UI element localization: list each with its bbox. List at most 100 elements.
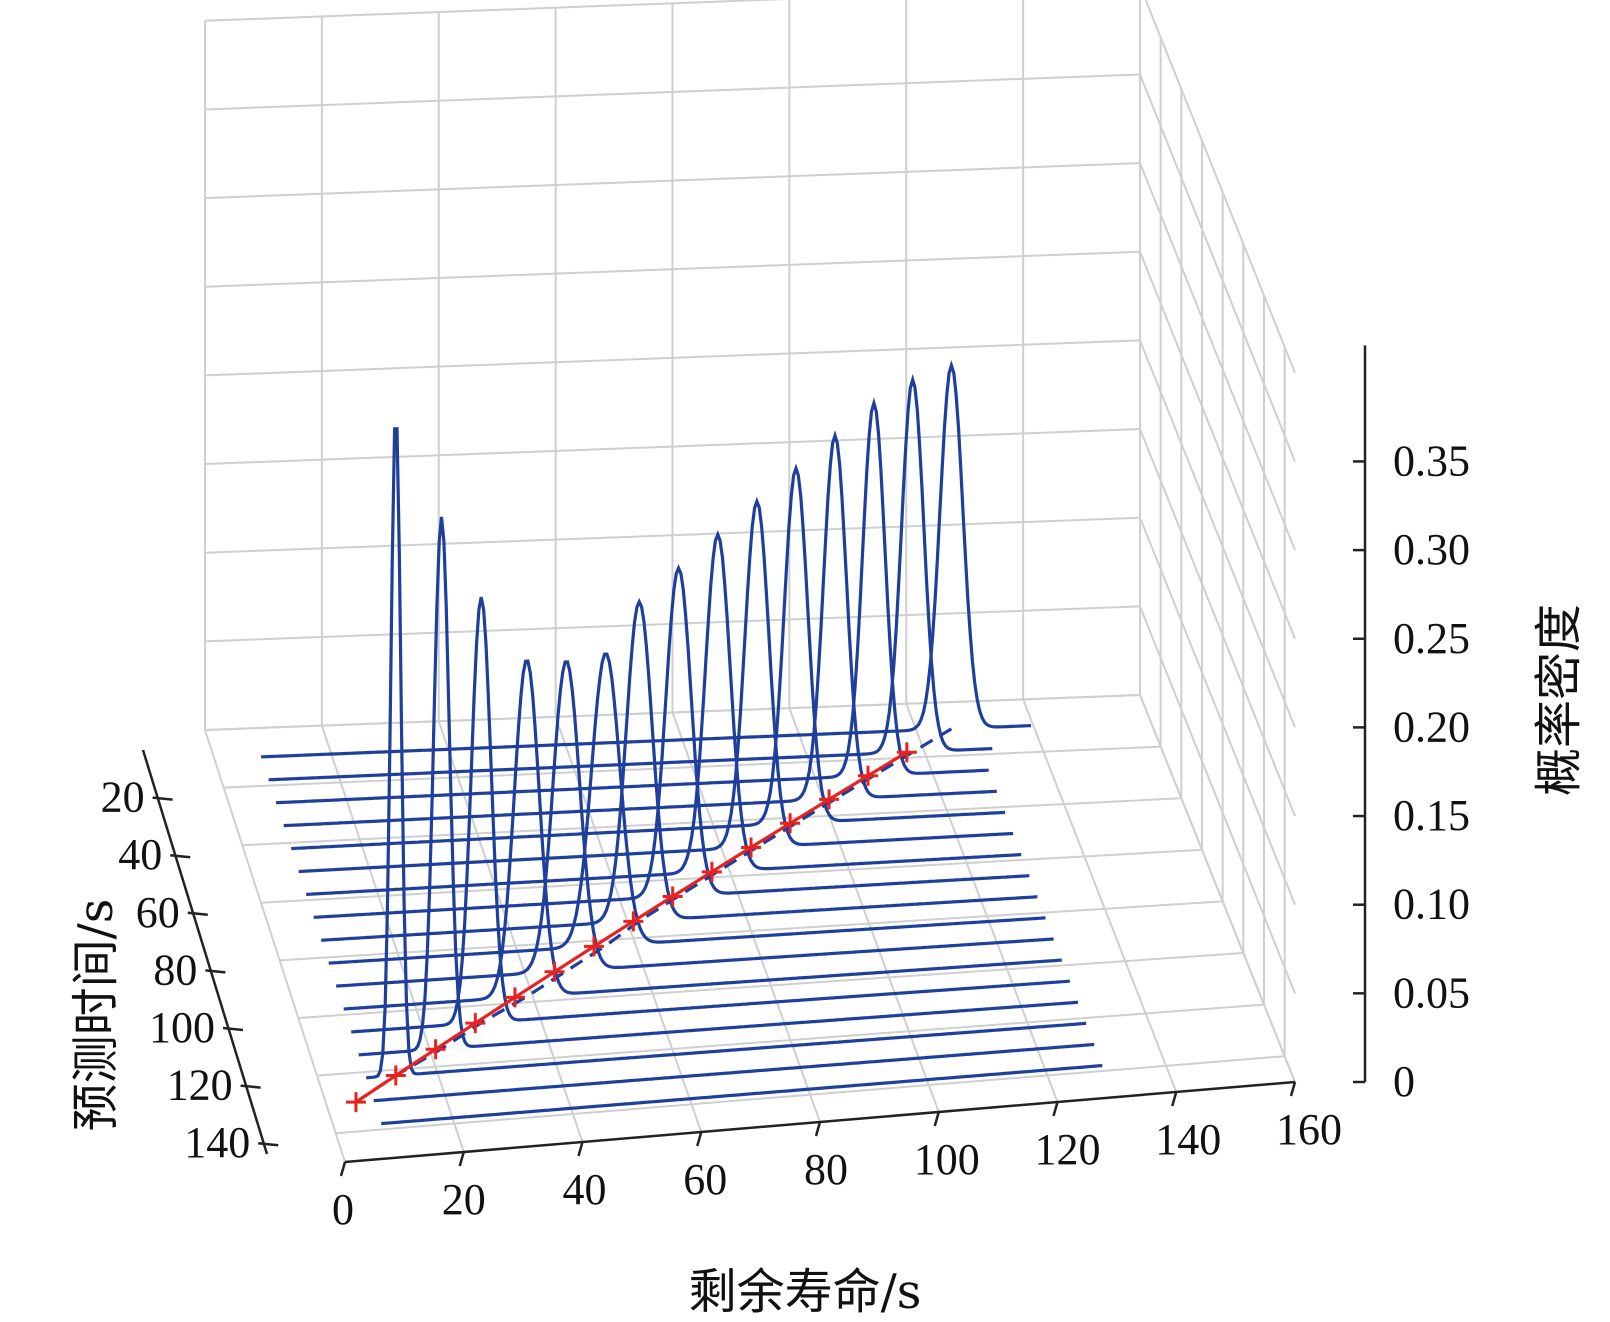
z-tick-label: 0.30	[1393, 525, 1470, 574]
grid-line-floor-y	[316, 1003, 1265, 1077]
actual-rul-marker	[780, 813, 801, 834]
pdf-curve	[276, 397, 989, 805]
grid-line-back-z	[204, 250, 1141, 288]
pdf-curve	[343, 659, 1062, 1011]
y-tick-mark	[170, 853, 191, 859]
y-tick-label: 20	[101, 773, 145, 822]
y-tick-mark	[258, 1141, 279, 1147]
x-tick-label: 140	[1155, 1115, 1221, 1164]
z-tick-label: 0.05	[1393, 968, 1470, 1017]
grid-line-side-z	[1139, 428, 1296, 817]
actual-rul-marker	[858, 765, 879, 786]
grid-line-floor-x	[1022, 699, 1178, 1093]
pdf-curve	[313, 563, 1030, 919]
grid-line-side-z	[1144, 0, 1296, 374]
pdf-curve	[373, 1042, 1095, 1103]
series-layer	[261, 359, 1103, 1126]
tick-layer: 0 20 40 60 80 100 120 140 160 20 40 60 80 100 120 140 0 0…	[101, 436, 1470, 1234]
grid-line-floor-x	[437, 720, 584, 1143]
actual-rul-marker	[662, 886, 683, 907]
actual-rul-marker	[504, 987, 525, 1008]
pdf-curve	[321, 597, 1038, 942]
actual-rul-marker	[623, 911, 644, 932]
z-tick-label: 0.15	[1393, 791, 1470, 840]
actual-rul-marker	[425, 1039, 446, 1060]
x-tick-mark	[339, 1161, 347, 1177]
z-tick-label: 0	[1393, 1057, 1415, 1106]
grid-line-floor-y	[335, 1055, 1285, 1135]
y-tick-label: 120	[167, 1061, 233, 1110]
grid-line-floor-y	[279, 900, 1223, 962]
x-tick-mark	[1052, 1101, 1059, 1117]
x-tick-label: 80	[804, 1145, 848, 1194]
x-tick-label: 60	[683, 1155, 727, 1204]
pdf-curve	[328, 652, 1046, 965]
actual-rul-marker	[701, 861, 722, 882]
grid-line-floor-x	[320, 725, 465, 1153]
grid-line-floor-x	[1139, 694, 1296, 1083]
grid-line-side-z	[1139, 251, 1296, 640]
grid-line-floor-y	[242, 797, 1182, 847]
pdf-curve	[381, 1064, 1103, 1126]
y-axis-title: 预测时间/s	[68, 899, 124, 1132]
actual-rul-marker	[385, 1065, 406, 1086]
actual-rul-marker	[583, 936, 604, 957]
grid-line-floor-y	[298, 952, 1244, 1019]
predicted-rul-line	[355, 727, 953, 1104]
grid-line-side-z	[1139, 162, 1296, 551]
x-tick-mark	[1289, 1081, 1297, 1097]
x-tick-label: 120	[1035, 1125, 1101, 1174]
x-tick-mark	[696, 1131, 703, 1147]
grid-line-back-z	[204, 73, 1141, 111]
grid-line-back-z	[204, 428, 1141, 466]
actual-rul-marker	[465, 1013, 486, 1034]
grid-line-floor-x	[204, 729, 346, 1163]
grid-line-side-z	[1139, 340, 1296, 728]
grid-line-floor-y	[223, 745, 1161, 789]
grid-line-floor-y	[204, 694, 1141, 731]
y-tick-mark	[222, 1026, 244, 1032]
grid-line-back-z	[204, 339, 1141, 377]
x-tick-label: 160	[1276, 1105, 1342, 1154]
z-tick-label: 0.10	[1393, 880, 1470, 929]
pdf-curve	[298, 496, 1014, 874]
y-tick-label: 80	[153, 945, 197, 994]
x-tick-label: 20	[442, 1175, 486, 1224]
y-tick-label: 60	[136, 888, 180, 937]
pdf-curve	[261, 359, 1032, 759]
actual-rul-marker	[896, 742, 917, 763]
z-axis-title: 概率密度	[1531, 604, 1587, 796]
y-tick-mark	[187, 911, 208, 917]
x-tick-mark	[933, 1111, 940, 1127]
grid-line-back-z	[204, 516, 1141, 554]
x-tick-mark	[458, 1151, 465, 1167]
actual-rul-marker	[345, 1092, 366, 1113]
pdf-curve	[291, 463, 1006, 851]
y-tick-label: 140	[184, 1118, 250, 1167]
grid-line-back-z	[204, 162, 1141, 200]
y-tick-mark	[240, 1084, 261, 1089]
y-tick-label: 100	[149, 1003, 215, 1052]
actual-rul-marker	[819, 789, 840, 810]
pdf-curve	[351, 596, 1070, 1034]
y-tick-mark	[205, 969, 226, 974]
x-tick-label: 40	[563, 1165, 607, 1214]
pdf-curve	[358, 516, 1079, 1057]
grid-line-back-z	[204, 0, 788, 22]
x-tick-label: 0	[332, 1185, 354, 1234]
x-tick-label: 100	[914, 1135, 980, 1184]
x-tick-mark	[577, 1141, 584, 1157]
y-tick-mark	[152, 796, 173, 801]
grid-layer	[204, 0, 1296, 1163]
pdf-curve	[366, 426, 1087, 1080]
actual-rul-marker	[544, 961, 565, 982]
y-tick-label: 40	[118, 830, 162, 879]
grid-line-side-z	[1139, 605, 1296, 994]
actual-rul-marker	[741, 837, 762, 858]
x-axis-title: 剩余寿命/s	[689, 1264, 922, 1320]
grid-line-floor-y	[260, 848, 1203, 904]
x-tick-mark	[1171, 1091, 1178, 1107]
z-tick-label: 0.35	[1393, 436, 1470, 485]
